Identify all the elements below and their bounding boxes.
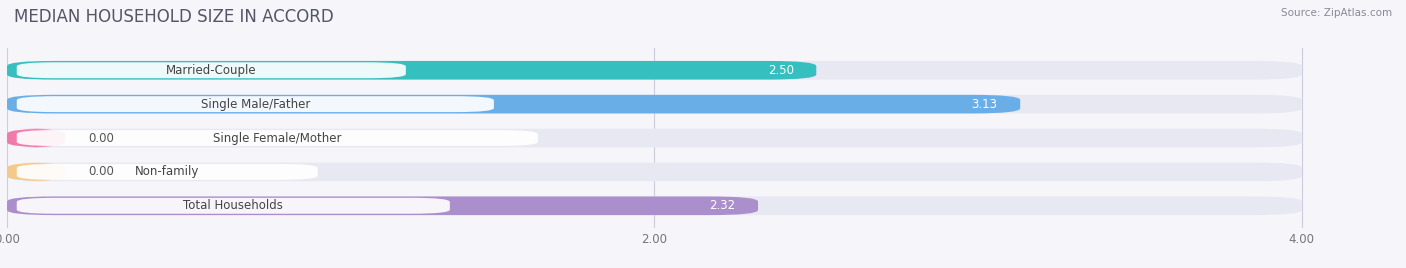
FancyBboxPatch shape (17, 198, 450, 214)
Text: Married-Couple: Married-Couple (166, 64, 257, 77)
FancyBboxPatch shape (7, 129, 1302, 147)
Text: Single Male/Father: Single Male/Father (201, 98, 309, 111)
FancyBboxPatch shape (7, 163, 1302, 181)
FancyBboxPatch shape (7, 196, 1302, 215)
Text: 2.32: 2.32 (709, 199, 735, 212)
FancyBboxPatch shape (17, 164, 318, 180)
Text: Non-family: Non-family (135, 165, 200, 178)
Text: 3.13: 3.13 (972, 98, 998, 111)
FancyBboxPatch shape (7, 163, 65, 181)
FancyBboxPatch shape (7, 95, 1302, 113)
FancyBboxPatch shape (7, 196, 758, 215)
Text: 2.50: 2.50 (768, 64, 793, 77)
Text: Total Households: Total Households (183, 199, 283, 212)
FancyBboxPatch shape (7, 61, 817, 80)
FancyBboxPatch shape (17, 62, 406, 78)
Text: 0.00: 0.00 (89, 132, 114, 144)
Text: MEDIAN HOUSEHOLD SIZE IN ACCORD: MEDIAN HOUSEHOLD SIZE IN ACCORD (14, 8, 333, 26)
Text: Source: ZipAtlas.com: Source: ZipAtlas.com (1281, 8, 1392, 18)
FancyBboxPatch shape (17, 96, 494, 112)
FancyBboxPatch shape (7, 61, 1302, 80)
FancyBboxPatch shape (17, 130, 538, 146)
Text: Single Female/Mother: Single Female/Mother (214, 132, 342, 144)
FancyBboxPatch shape (7, 129, 65, 147)
FancyBboxPatch shape (7, 95, 1021, 113)
Text: 0.00: 0.00 (89, 165, 114, 178)
